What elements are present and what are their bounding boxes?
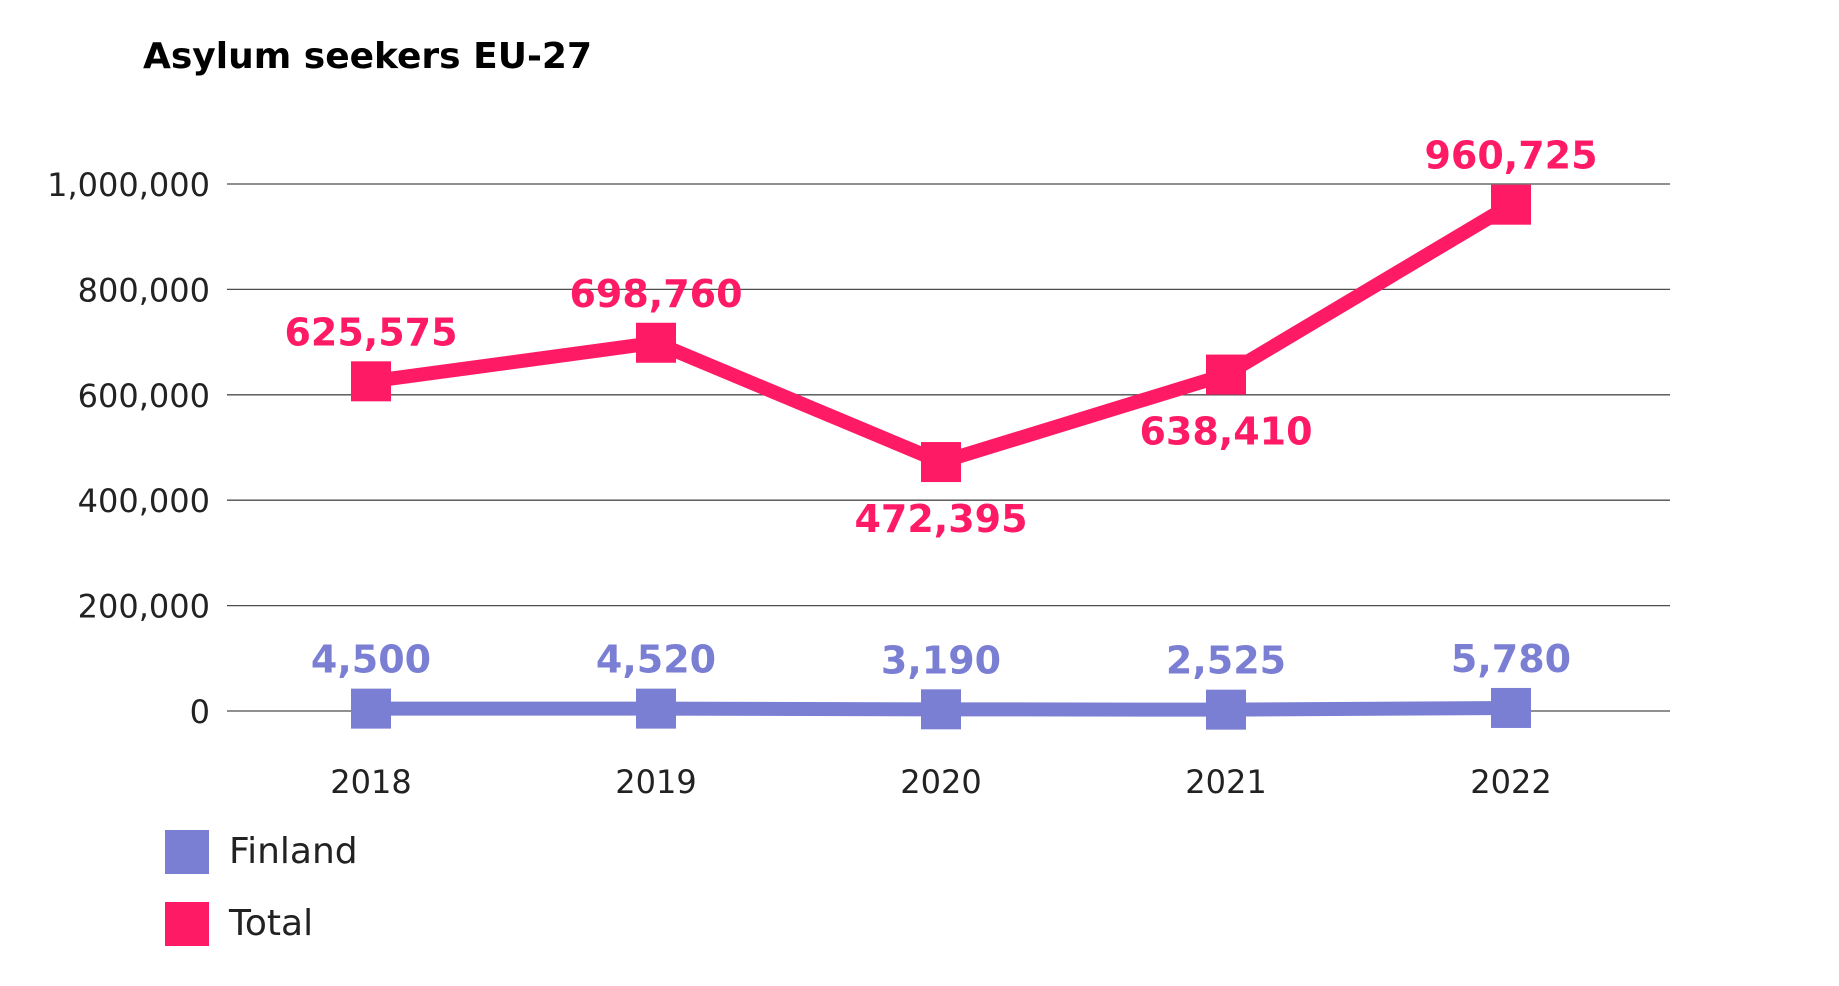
data-label-finland: 4,520 xyxy=(596,638,716,682)
data-label-total: 638,410 xyxy=(1139,410,1312,454)
data-label-total: 472,395 xyxy=(854,497,1027,541)
data-label-finland: 4,500 xyxy=(311,638,431,682)
y-tick-label: 600,000 xyxy=(78,377,210,415)
data-label-total: 960,725 xyxy=(1424,134,1597,178)
data-point-total[interactable] xyxy=(636,322,676,363)
data-point-total[interactable] xyxy=(921,442,961,483)
chart-title: Asylum seekers EU-27 xyxy=(143,36,592,77)
y-tick-label: 1,000,000 xyxy=(47,166,210,204)
y-axis: 0 200,000 400,000 600,000 800,000 1,000,000 xyxy=(47,166,210,731)
data-point-finland[interactable] xyxy=(1206,689,1246,730)
data-label-total: 698,760 xyxy=(569,272,742,316)
data-point-total[interactable] xyxy=(1491,184,1531,225)
data-point-finland[interactable] xyxy=(636,688,676,729)
data-point-finland[interactable] xyxy=(351,688,391,729)
data-label-finland: 2,525 xyxy=(1166,639,1286,683)
data-label-total: 625,575 xyxy=(284,310,457,354)
series-line-total xyxy=(370,198,1515,470)
legend-label-total: Total xyxy=(229,903,314,944)
y-tick-label: 400,000 xyxy=(78,482,210,520)
y-tick-label: 800,000 xyxy=(78,271,210,309)
data-label-finland: 5,780 xyxy=(1451,637,1571,681)
x-tick-label: 2021 xyxy=(1185,763,1266,801)
data-point-total[interactable] xyxy=(351,361,391,402)
series-layer xyxy=(351,184,1531,730)
data-label-finland: 3,190 xyxy=(881,638,1001,682)
x-tick-label: 2020 xyxy=(900,763,981,801)
x-tick-label: 2018 xyxy=(330,763,411,801)
data-point-total[interactable] xyxy=(1206,354,1246,395)
legend-swatch-finland xyxy=(165,830,209,874)
data-labels-layer: 4,500 4,520 3,190 2,525 5,780 625,575 698,760 4… xyxy=(284,134,1597,683)
data-point-finland[interactable] xyxy=(1491,687,1531,728)
y-tick-label: 200,000 xyxy=(78,588,210,626)
x-tick-label: 2022 xyxy=(1470,763,1551,801)
y-tick-label: 0 xyxy=(190,693,210,731)
data-point-finland[interactable] xyxy=(921,689,961,730)
legend-swatch-total xyxy=(165,902,209,946)
legend-label-finland: Finland xyxy=(229,831,358,872)
x-tick-label: 2019 xyxy=(615,763,696,801)
x-axis: 2018 2019 2020 2021 2022 xyxy=(330,763,1551,801)
